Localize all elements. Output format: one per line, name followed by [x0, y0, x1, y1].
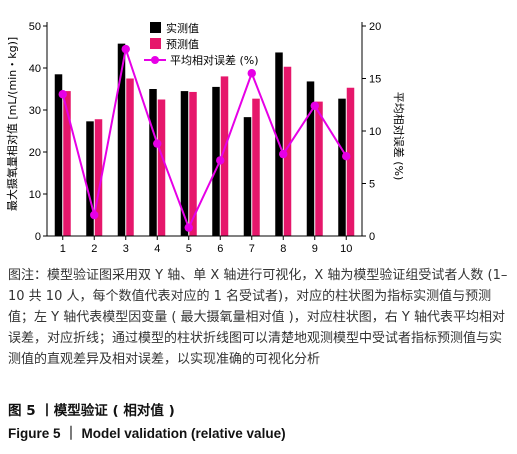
predicted-bar: [94, 119, 103, 236]
y-axis-label-right: 平均相对误差 (%): [392, 92, 406, 181]
x-tick-label: 5: [186, 243, 192, 255]
x-tick-label: 3: [123, 243, 129, 255]
axes: [46, 22, 363, 237]
x-tick-label: 2: [91, 243, 97, 255]
measured-bar: [243, 117, 252, 236]
x-tick-label: 7: [249, 243, 255, 255]
left-tick-label: 20: [29, 147, 41, 159]
predicted-bar: [283, 66, 292, 237]
measured-bar: [86, 121, 94, 236]
x-tick-label: 9: [312, 243, 318, 255]
right-tick-label: 10: [369, 126, 381, 138]
right-tick-label: 5: [369, 179, 375, 191]
error-line: [61, 45, 348, 231]
left-y-ticks: 0 10 20 30 40 50: [29, 21, 47, 243]
x-tick-label: 1: [60, 243, 66, 255]
x-tick-label: 8: [280, 243, 286, 255]
figure-title-cn: 图 5 丨模型验证 ( 相对值 ): [8, 403, 175, 419]
left-tick-label: 50: [29, 21, 41, 33]
predicted-bar: [126, 78, 134, 236]
error-point: [279, 149, 288, 159]
chart-area: 0 10 20 30 40 50 0 5 10 15 20 1 2 3 4 5 6 7 8 9 10 实测值 预测值平…: [5, 21, 406, 255]
series-error-line: [58, 44, 351, 232]
predicted-bar: [189, 91, 197, 236]
right-tick-label: 20: [369, 21, 381, 33]
left-tick-label: 40: [29, 63, 41, 75]
predicted-bar: [220, 76, 229, 237]
error-point: [342, 152, 351, 161]
measured-bar: [306, 81, 315, 236]
legend-swatch-measured: [150, 22, 161, 33]
x-tick-label: 10: [340, 243, 352, 255]
predicted-bar: [252, 98, 260, 236]
predicted-bar: [63, 91, 71, 236]
error-point: [153, 139, 162, 148]
x-ticks: 1 2 3 4 5 6 7 8 9 10: [60, 236, 352, 255]
predicted-bar: [157, 99, 166, 236]
right-tick-label: 0: [369, 231, 375, 243]
combo-chart: 0 10 20 30 40 50 0 5 10 15 20 1 2 3 4 5 6 7 8 9 10 实测值预测值平…: [5, 21, 406, 255]
predicted-bar: [315, 101, 323, 236]
measured-bar: [117, 43, 126, 236]
measured-bar: [149, 89, 157, 236]
legend-label-measured: 实测值: [166, 21, 199, 35]
right-tick-label: 15: [369, 74, 381, 86]
error-point: [121, 44, 130, 54]
error-point: [58, 90, 67, 99]
measured-bar: [180, 91, 189, 236]
series-predicted-bars: [63, 66, 355, 237]
measured-bar: [54, 74, 63, 236]
legend-marker-error: [151, 56, 159, 64]
left-tick-label: 30: [29, 105, 41, 117]
error-point: [247, 69, 256, 78]
legend-label-predicted: 预测值: [166, 38, 199, 51]
right-y-ticks: 0 5 10 15 20: [362, 21, 381, 243]
left-tick-label: 10: [29, 189, 41, 201]
predicted-bar: [346, 87, 355, 237]
figure-title-en: Figure 5 ｜ Model validation (relative va…: [8, 426, 286, 441]
x-tick-label: 4: [154, 243, 160, 255]
left-tick-label: 0: [35, 231, 41, 243]
measured-bar: [212, 86, 220, 237]
error-point: [184, 223, 193, 232]
error-point: [310, 101, 319, 111]
legend-swatch-predicted: [150, 38, 161, 49]
measured-bar: [338, 98, 346, 236]
error-point: [216, 156, 225, 165]
x-tick-label: 6: [217, 243, 223, 255]
legend-label-error: 平均相对误差 (%): [170, 53, 259, 67]
error-point: [90, 210, 99, 220]
figure-caption: 图注：模型验证图采用双 Y 轴、单 X 轴进行可视化，X 轴为模型验证组受试者人…: [8, 268, 508, 367]
y-axis-label-left: 最大摄氧量相对值 [mL/(min・kg)]: [5, 37, 19, 211]
